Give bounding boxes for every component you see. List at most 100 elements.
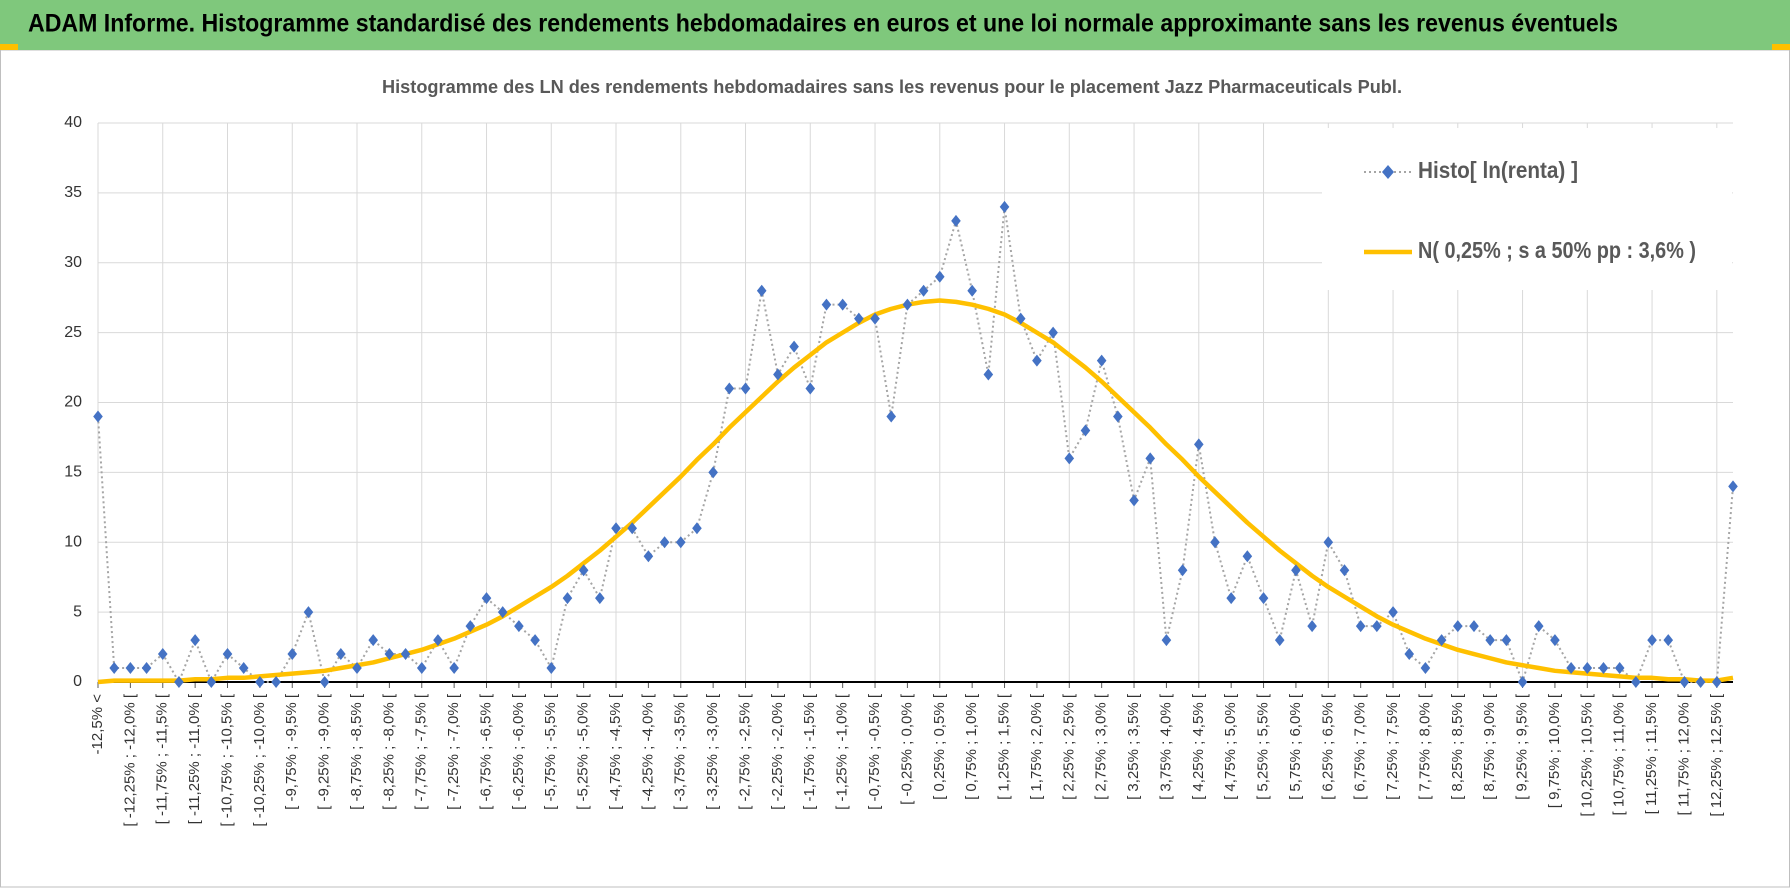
data-point	[1258, 592, 1269, 605]
corner-mark	[0, 44, 18, 50]
x-tick-label: [ -0,75% ; -0,5% [	[866, 693, 883, 810]
x-tick-label: [ -6,75% ; -6,5% [	[477, 693, 494, 810]
data-point	[708, 466, 718, 479]
data-point	[578, 564, 589, 577]
data-point	[1242, 550, 1253, 563]
data-point	[481, 592, 492, 605]
x-tick-label: [ 3,25% ; 3,5% [	[1125, 693, 1142, 800]
data-point	[255, 676, 265, 688]
data-point	[886, 410, 897, 423]
chart-subtitle: Histogramme des LN des rendements hebdom…	[382, 77, 1402, 97]
data-point	[837, 298, 848, 311]
data-point	[1080, 424, 1091, 437]
data-point	[1598, 662, 1609, 675]
data-point	[1113, 410, 1123, 423]
data-point	[1679, 676, 1690, 688]
y-tick-label: 10	[64, 533, 82, 550]
y-tick-label: 35	[64, 184, 82, 201]
data-point	[675, 536, 686, 549]
x-tick-label: [ 5,25% ; 5,5% [	[1255, 693, 1272, 800]
header-bar	[0, 0, 1790, 50]
data-point	[384, 648, 395, 661]
data-point	[1064, 452, 1075, 465]
data-point	[352, 662, 362, 675]
data-point	[141, 662, 152, 675]
x-tick-label: [ -9,25% ; -9,0% [	[316, 693, 333, 810]
data-point	[416, 662, 427, 675]
data-point	[1436, 634, 1447, 647]
data-point	[562, 592, 573, 605]
data-point	[1550, 634, 1560, 647]
legend-marker	[1382, 165, 1394, 179]
x-tick-label: [ 4,25% ; 4,5% [	[1190, 693, 1207, 800]
data-point	[238, 662, 249, 675]
data-point	[1161, 634, 1172, 647]
x-tick-label: [ 6,75% ; 7,0% [	[1352, 693, 1369, 800]
x-tick-label: [ 1,75% ; 2,0% [	[1028, 693, 1045, 800]
x-tick-label: [ 10,75% ; 11,0% [	[1611, 693, 1628, 815]
data-point	[1015, 312, 1026, 325]
series-line	[97, 298, 1734, 685]
data-point	[1388, 606, 1398, 619]
data-point	[659, 536, 670, 549]
page-title: ADAM Informe. Histogramme standardisé de…	[28, 10, 1618, 38]
data-point	[400, 648, 411, 661]
data-point	[773, 368, 783, 381]
data-point	[1712, 676, 1722, 688]
y-tick-label: 0	[73, 673, 82, 690]
data-point	[109, 662, 119, 675]
data-point	[1129, 494, 1139, 507]
data-point	[449, 662, 459, 675]
x-tick-label: [ -10,75% ; -10,5% [	[218, 693, 235, 826]
x-tick-label: [ -5,25% ; -5,0% [	[575, 693, 592, 810]
data-point	[1274, 634, 1285, 647]
data-point	[1032, 354, 1042, 367]
x-tick-label: [ -2,25% ; -2,0% [	[769, 693, 786, 810]
data-point	[1533, 620, 1544, 633]
data-point	[1048, 326, 1058, 339]
data-point	[724, 382, 735, 395]
data-point	[287, 648, 298, 661]
data-point	[1485, 634, 1495, 647]
data-point	[1145, 452, 1156, 465]
data-point	[951, 214, 961, 227]
x-tick-label: [ -0,25% ; 0,0% [	[898, 693, 915, 805]
data-point	[611, 522, 621, 535]
x-tick-label: [ -3,75% ; -3,5% [	[672, 693, 689, 810]
data-point	[157, 648, 168, 661]
data-point	[643, 550, 654, 563]
data-point	[1614, 662, 1625, 675]
x-tick-label: [ -4,75% ; -4,5% [	[607, 693, 624, 810]
data-point	[1210, 536, 1220, 549]
x-tick-label: [ 0,25% ; 0,5% [	[931, 693, 948, 800]
data-point	[1647, 634, 1657, 647]
x-tick-label: [ 6,25% ; 6,5% [	[1319, 693, 1336, 800]
data-point	[999, 200, 1010, 213]
x-tick-label: [ 8,25% ; 8,5% [	[1449, 693, 1466, 800]
data-point	[1469, 620, 1479, 633]
data-point	[1291, 564, 1301, 577]
legend-box	[1322, 128, 1732, 290]
data-point	[902, 298, 913, 311]
x-tick-label: [ 12,25% ; 12,5% [	[1708, 693, 1725, 816]
data-point	[1420, 662, 1431, 675]
data-point	[1177, 564, 1188, 577]
data-point	[465, 620, 476, 633]
data-point	[368, 634, 378, 647]
x-tick-label: [ -10,25% ; -10,0% [	[251, 693, 268, 826]
data-point	[1663, 634, 1674, 647]
data-point	[983, 368, 994, 381]
data-point	[1517, 676, 1528, 688]
x-tick-label: [ 3,75% ; 4,0% [	[1157, 693, 1174, 800]
data-point	[174, 676, 184, 688]
data-point	[1307, 620, 1317, 633]
data-point	[1096, 354, 1107, 367]
data-point	[934, 270, 945, 283]
x-tick-label: [ -7,75% ; -7,5% [	[413, 693, 430, 810]
data-point	[870, 312, 880, 325]
x-tick-label: [ 7,25% ; 7,5% [	[1384, 693, 1401, 800]
data-point	[433, 634, 443, 647]
x-tick-label: [ 9,25% ; 9,5% [	[1514, 693, 1531, 800]
data-point	[206, 676, 217, 688]
